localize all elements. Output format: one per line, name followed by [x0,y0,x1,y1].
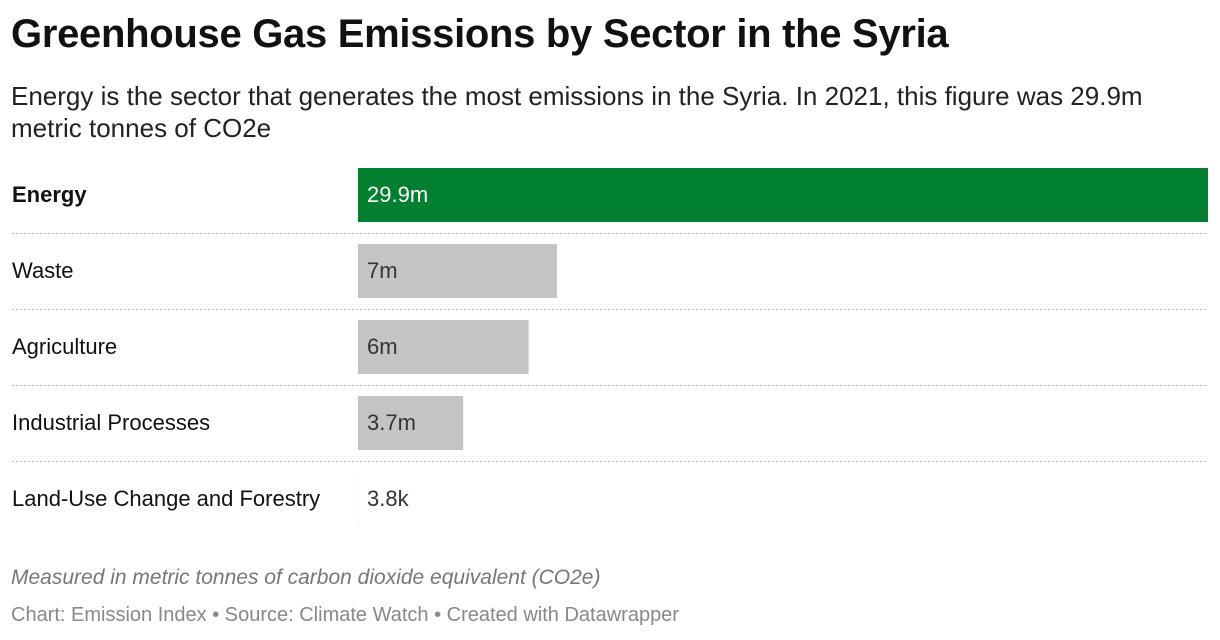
chart-title: Greenhouse Gas Emissions by Sector in th… [11,12,949,56]
bar [358,244,557,298]
bar [358,168,1208,222]
chart-subtitle: Energy is the sector that generates the … [11,81,1143,143]
category-label: Energy [12,182,87,207]
category-label: Waste [12,258,74,283]
value-label: 6m [367,334,398,359]
category-label: Land-Use Change and Forestry [12,486,320,511]
category-label: Industrial Processes [12,410,210,435]
value-label: 29.9m [367,182,428,207]
bar [358,320,529,374]
bar [358,396,464,450]
category-label: Agriculture [12,334,117,359]
chart-footer: Chart: Emission Index • Source: Climate … [11,604,679,626]
value-label: 3.7m [367,410,416,435]
chart-notes: Measured in metric tonnes of carbon diox… [11,566,601,589]
value-label: 7m [367,258,398,283]
value-label: 3.8k [367,486,410,511]
